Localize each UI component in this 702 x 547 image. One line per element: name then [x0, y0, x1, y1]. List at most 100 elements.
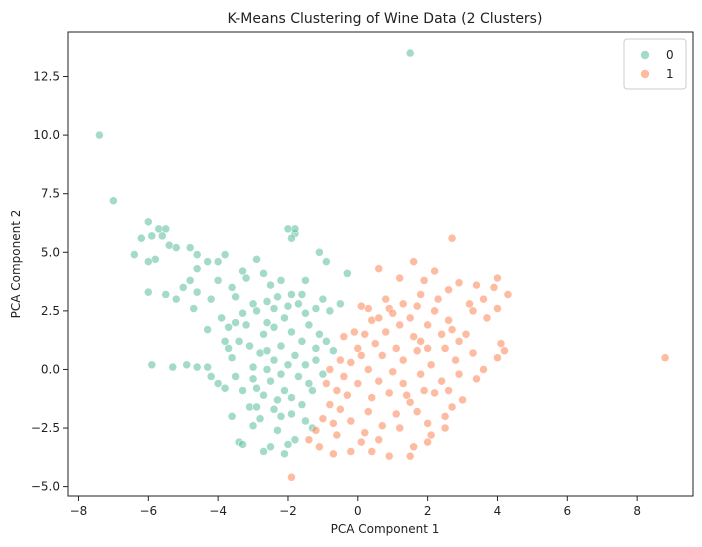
chart-title: K-Means Clustering of Wine Data (2 Clust…	[228, 11, 543, 27]
data-point-cluster-0	[238, 386, 247, 395]
data-point-cluster-1	[503, 290, 513, 299]
data-point-cluster-1	[336, 355, 345, 365]
data-point-cluster-0	[287, 233, 296, 243]
data-point-cluster-1	[479, 294, 488, 304]
data-point-cluster-1	[660, 353, 670, 363]
data-point-cluster-0	[269, 355, 279, 365]
data-point-cluster-1	[356, 437, 366, 447]
data-point-cluster-0	[269, 404, 279, 414]
data-point-cluster-1	[322, 379, 331, 388]
data-point-cluster-1	[339, 332, 349, 341]
data-point-cluster-0	[322, 337, 331, 346]
data-point-cluster-0	[252, 402, 261, 412]
data-point-cluster-1	[329, 419, 338, 428]
data-point-cluster-1	[374, 264, 384, 273]
data-point-cluster-0	[144, 217, 153, 227]
data-point-cluster-0	[252, 306, 261, 316]
data-point-cluster-0	[322, 257, 331, 266]
legend-label-1: 1	[666, 67, 674, 81]
data-point-cluster-1	[426, 430, 436, 440]
data-point-cluster-1	[405, 451, 415, 461]
y-tick-label: 12.5	[33, 70, 60, 84]
data-point-cluster-0	[276, 341, 286, 351]
data-point-cluster-1	[374, 435, 384, 445]
data-point-cluster-0	[259, 330, 268, 339]
data-point-cluster-0	[238, 308, 247, 318]
data-point-cluster-0	[276, 369, 286, 379]
data-point-cluster-0	[325, 306, 335, 316]
data-point-cluster-0	[241, 273, 251, 283]
data-point-cluster-0	[203, 257, 212, 266]
data-point-cluster-1	[416, 290, 425, 299]
points-layer	[95, 48, 670, 482]
data-point-cluster-1	[395, 320, 405, 330]
data-point-cluster-1	[423, 344, 432, 353]
data-point-cluster-1	[360, 428, 370, 438]
data-point-cluster-1	[454, 337, 464, 346]
data-point-cluster-1	[329, 449, 338, 459]
x-tick-label: 8	[633, 504, 641, 518]
data-point-cluster-1	[458, 395, 467, 405]
data-point-cluster-1	[398, 379, 408, 388]
data-point-cluster-1	[332, 386, 342, 395]
data-point-cluster-1	[416, 369, 425, 379]
data-point-cluster-1	[311, 426, 321, 435]
data-point-cluster-0	[248, 299, 258, 309]
data-point-cluster-0	[203, 325, 212, 334]
data-point-cluster-0	[276, 276, 286, 285]
data-point-cluster-0	[220, 250, 230, 259]
data-point-cluster-0	[189, 304, 198, 313]
data-point-cluster-0	[280, 313, 289, 323]
data-point-cluster-0	[213, 257, 223, 266]
data-point-cluster-1	[374, 313, 384, 323]
x-tick-label: −4	[209, 504, 227, 518]
data-point-cluster-0	[157, 231, 167, 241]
data-point-cluster-0	[297, 337, 307, 346]
data-point-cluster-0	[245, 341, 254, 351]
data-point-cluster-1	[437, 330, 446, 339]
data-point-cluster-0	[231, 372, 240, 381]
data-point-cluster-1	[472, 374, 481, 384]
data-point-cluster-1	[363, 407, 373, 416]
data-point-cluster-1	[479, 365, 488, 374]
data-point-cluster-0	[213, 379, 223, 388]
data-point-cluster-1	[398, 355, 408, 365]
data-point-cluster-0	[301, 360, 310, 370]
data-point-cluster-0	[287, 409, 296, 419]
data-point-cluster-0	[329, 346, 338, 356]
data-point-cluster-0	[290, 435, 300, 445]
data-point-cluster-1	[412, 301, 422, 311]
data-point-cluster-0	[262, 297, 272, 306]
data-point-cluster-1	[360, 330, 370, 339]
data-point-cluster-0	[311, 344, 321, 353]
data-point-cluster-0	[95, 130, 104, 140]
data-point-cluster-1	[461, 330, 471, 339]
data-point-cluster-1	[419, 386, 429, 395]
data-point-cluster-1	[426, 360, 436, 370]
data-point-cluster-1	[346, 416, 356, 426]
data-point-cluster-0	[266, 376, 275, 386]
legend-box	[623, 38, 687, 90]
data-point-cluster-1	[346, 447, 356, 456]
data-point-cluster-1	[409, 257, 418, 266]
data-point-cluster-1	[447, 325, 457, 334]
data-point-cluster-1	[346, 358, 356, 367]
data-point-cluster-1	[468, 306, 478, 316]
data-point-cluster-1	[405, 397, 415, 407]
data-point-cluster-1	[395, 273, 405, 283]
x-tick-label: −6	[139, 504, 157, 518]
data-point-cluster-1	[391, 344, 401, 353]
data-point-cluster-0	[283, 301, 293, 311]
data-point-cluster-0	[301, 276, 310, 285]
legend: 0 1	[623, 38, 687, 90]
data-point-cluster-0	[192, 250, 202, 259]
data-point-cluster-0	[241, 320, 251, 330]
data-point-cluster-0	[273, 292, 282, 302]
y-tick-label: −5.0	[31, 480, 60, 494]
data-point-cluster-0	[206, 372, 216, 381]
data-point-cluster-0	[304, 320, 314, 330]
x-tick-label: 0	[354, 504, 362, 518]
data-point-cluster-0	[287, 393, 296, 402]
data-point-cluster-1	[395, 423, 405, 433]
data-point-cluster-0	[192, 264, 202, 273]
